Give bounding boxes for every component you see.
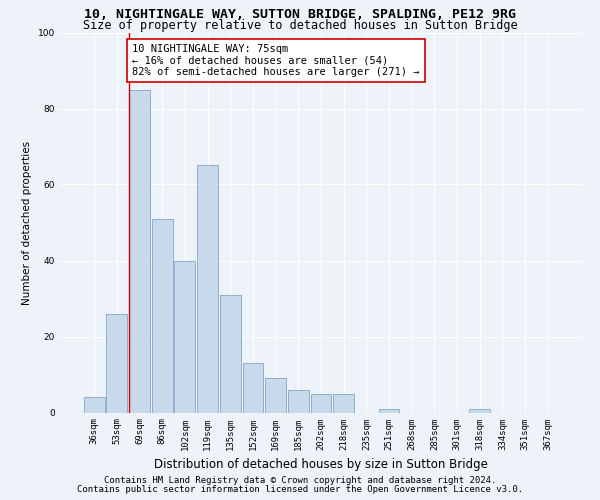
Bar — [265, 378, 286, 412]
Y-axis label: Number of detached properties: Number of detached properties — [22, 140, 32, 304]
Bar — [175, 260, 196, 412]
Text: Contains HM Land Registry data © Crown copyright and database right 2024.: Contains HM Land Registry data © Crown c… — [104, 476, 496, 485]
Bar — [220, 294, 241, 412]
Bar — [106, 314, 127, 412]
Text: Size of property relative to detached houses in Sutton Bridge: Size of property relative to detached ho… — [83, 19, 517, 32]
Bar — [311, 394, 331, 412]
Bar — [197, 166, 218, 412]
Text: 10 NIGHTINGALE WAY: 75sqm
← 16% of detached houses are smaller (54)
82% of semi-: 10 NIGHTINGALE WAY: 75sqm ← 16% of detac… — [133, 44, 420, 77]
X-axis label: Distribution of detached houses by size in Sutton Bridge: Distribution of detached houses by size … — [154, 458, 488, 471]
Bar — [379, 408, 400, 412]
Bar — [469, 408, 490, 412]
Bar — [288, 390, 309, 412]
Bar — [84, 398, 104, 412]
Bar — [333, 394, 354, 412]
Text: Contains public sector information licensed under the Open Government Licence v3: Contains public sector information licen… — [77, 485, 523, 494]
Text: 10, NIGHTINGALE WAY, SUTTON BRIDGE, SPALDING, PE12 9RG: 10, NIGHTINGALE WAY, SUTTON BRIDGE, SPAL… — [84, 8, 516, 20]
Bar — [152, 218, 173, 412]
Bar — [242, 363, 263, 412]
Bar — [129, 90, 150, 412]
